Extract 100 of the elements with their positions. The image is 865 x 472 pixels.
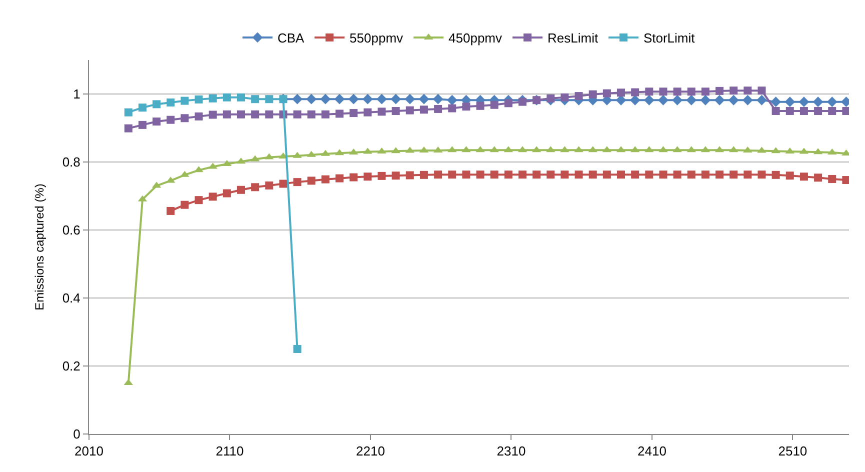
point (237, 110, 245, 118)
point (588, 90, 597, 98)
point (378, 172, 386, 180)
point (812, 96, 824, 108)
point (364, 108, 372, 116)
point (434, 104, 442, 113)
point (406, 171, 414, 180)
point (617, 170, 625, 179)
legend-label: CBA (278, 30, 305, 46)
point (687, 170, 696, 179)
point (842, 176, 849, 184)
point (306, 94, 317, 104)
point (546, 94, 555, 102)
point (730, 170, 738, 179)
point (194, 112, 203, 120)
y-tick-label: 0.4 (62, 290, 80, 306)
point (292, 94, 302, 104)
point (631, 170, 640, 179)
point (588, 170, 597, 179)
point (828, 175, 836, 183)
point (336, 110, 344, 118)
point (448, 170, 456, 179)
point (348, 94, 359, 104)
point (658, 94, 668, 106)
point (644, 94, 654, 106)
point (630, 94, 640, 106)
point (152, 100, 161, 108)
point (222, 93, 231, 102)
point (686, 94, 697, 106)
point (672, 94, 682, 106)
point (208, 192, 217, 201)
point (392, 172, 400, 180)
point (645, 88, 654, 96)
point (744, 170, 752, 179)
point (434, 170, 442, 179)
point (574, 170, 583, 179)
point (728, 94, 739, 106)
legend-label: ResLimit (548, 30, 598, 46)
point (756, 94, 767, 106)
point (701, 88, 710, 96)
point (321, 110, 330, 118)
point (251, 95, 260, 104)
point (378, 108, 386, 116)
point (504, 99, 512, 108)
point (786, 107, 794, 115)
x-tick-label: 2110 (216, 444, 244, 459)
point (617, 88, 625, 97)
point (730, 86, 738, 95)
point (321, 175, 330, 184)
point (180, 114, 189, 122)
point (446, 94, 458, 106)
point (518, 170, 526, 179)
point (700, 94, 711, 106)
y-tick-label: 0.6 (62, 222, 80, 238)
point (784, 96, 796, 108)
point (138, 104, 146, 112)
point (237, 93, 245, 102)
point (124, 108, 132, 116)
point (560, 170, 569, 179)
point (293, 178, 302, 186)
point (742, 94, 753, 106)
point (350, 109, 358, 118)
point (772, 170, 780, 179)
point (462, 170, 470, 179)
point (222, 110, 231, 118)
x-tick-label: 2210 (356, 444, 385, 459)
point (574, 92, 583, 100)
point (194, 95, 203, 104)
point (293, 110, 302, 118)
point (265, 95, 274, 104)
point (265, 110, 274, 118)
point (307, 176, 316, 185)
point (476, 170, 484, 179)
point (406, 106, 414, 114)
point (701, 170, 710, 179)
point (560, 93, 569, 102)
point (602, 89, 611, 98)
point (828, 107, 836, 115)
point (602, 170, 611, 179)
point (180, 200, 189, 209)
y-tick-label: 0.2 (62, 358, 80, 374)
point (124, 124, 132, 132)
point (518, 98, 526, 106)
point (758, 86, 766, 95)
point (798, 96, 810, 108)
point (532, 170, 541, 179)
y-axis-title: Emissions captured (%) (32, 184, 47, 310)
point (251, 183, 260, 192)
y-tick-label: 1 (73, 86, 80, 102)
point (418, 94, 430, 104)
point (420, 106, 428, 114)
point (208, 110, 217, 119)
point (166, 206, 175, 215)
point (504, 170, 512, 179)
point (687, 88, 696, 96)
point (826, 96, 838, 108)
point (251, 110, 260, 118)
legend-label: 450ppmv (448, 30, 503, 46)
point (546, 170, 555, 179)
point (673, 170, 682, 179)
